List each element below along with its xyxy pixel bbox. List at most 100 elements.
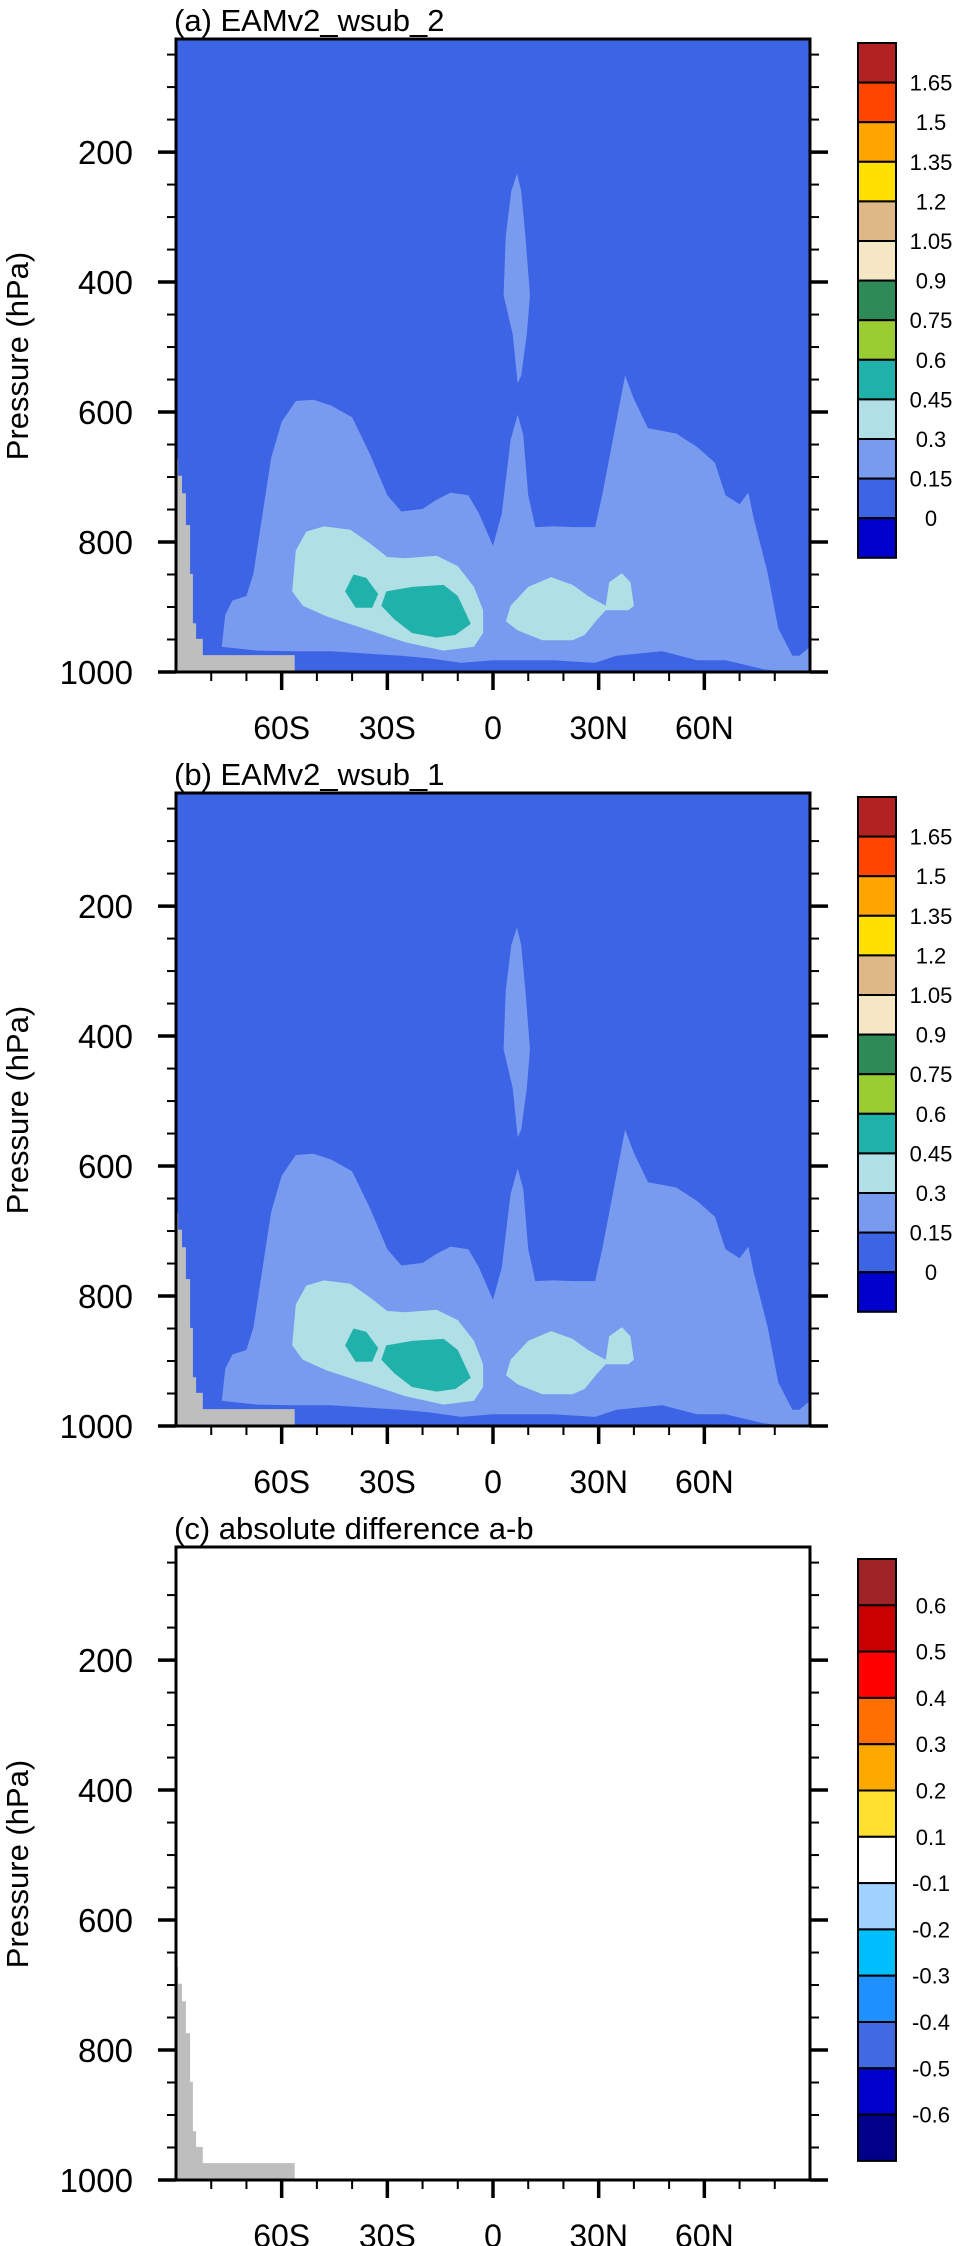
colorbar-label: 0.3 [916, 427, 947, 452]
colorbar-box [857, 200, 897, 242]
contour-fill-0_3 [506, 573, 634, 641]
panel-title: (a) EAMv2_wsub_2 [174, 3, 445, 38]
x-tick-label: 30N [569, 2218, 628, 2246]
colorbar-label: 1.65 [910, 825, 953, 850]
colorbar-box [857, 1231, 897, 1274]
x-tick-label: 60S [253, 1464, 310, 1500]
contour-fill-0_45 [345, 1328, 379, 1362]
colorbar-label: 0.15 [910, 1221, 953, 1246]
colorbar-label: -0.1 [912, 1871, 950, 1896]
contour-fill-0_45 [381, 1338, 471, 1392]
colorbar-label: 1.35 [910, 150, 953, 175]
colorbar-label: 0.45 [910, 1141, 953, 1166]
colorbar-label: -0.3 [912, 1964, 950, 1989]
colorbar-box [857, 160, 897, 203]
y-tick-label: 800 [78, 2032, 133, 2069]
colorbar-label: 0.9 [916, 269, 947, 294]
y-tick-label: 400 [78, 264, 133, 301]
y-tick-label: 600 [78, 1902, 133, 1939]
colorbar: 1.65 1.5 1.35 1.2 1.05 0.9 0.75 0.6 0.45 0.3 0.15 0 [857, 42, 953, 559]
contour-fill-0_45 [345, 574, 379, 608]
colorbar-label: -0.5 [912, 2056, 950, 2081]
x-tick-label: 60N [675, 1464, 734, 1500]
contour-fill-0_15 [503, 173, 530, 384]
plot-area [176, 793, 810, 1426]
contour-fill-0_45 [381, 584, 471, 638]
colorbar-label: 0 [925, 506, 937, 531]
colorbar-box [857, 1974, 897, 2023]
colorbar-label: 0.6 [916, 348, 947, 373]
panel-b: 200 400 600 800 1000 60S 30S 0 30N 60N (b) EAMv2_w… [0, 757, 952, 1500]
missing-data-terrain [176, 1212, 295, 1426]
colorbar-box [857, 875, 897, 917]
colorbar-box [857, 477, 897, 520]
y-tick-label: 600 [78, 394, 133, 431]
colorbar-box [857, 358, 897, 401]
colorbar-box [857, 1650, 897, 1699]
panel-title: (c) absolute difference a-b [174, 1511, 534, 1546]
colorbar-label: 1.5 [916, 110, 947, 135]
colorbar-box [857, 1696, 897, 1746]
colorbar-label: 1.2 [916, 189, 947, 214]
colorbar-box [857, 1152, 897, 1195]
y-tick-label: 200 [78, 1642, 133, 1679]
colorbar-box [857, 1743, 897, 1792]
colorbar-label: 0.4 [916, 1686, 947, 1711]
y-tick-label: 400 [78, 1018, 133, 1055]
y-tick-label: 400 [78, 1772, 133, 1809]
colorbar-label: 1.35 [910, 904, 953, 929]
panel-title: (b) EAMv2_wsub_1 [174, 757, 445, 792]
colorbar-box [857, 994, 897, 1036]
missing-data-terrain [176, 458, 295, 672]
colorbar-label: -0.6 [912, 2103, 950, 2128]
panel-c: 200 400 600 800 1000 60S 30S 0 30N 60N (c) absolut… [0, 1511, 950, 2246]
colorbar-box [857, 517, 897, 559]
colorbar-box [857, 2067, 897, 2116]
colorbar-box [857, 438, 897, 480]
colorbar-box [857, 2021, 897, 2070]
colorbar-box [857, 240, 897, 282]
colorbar-label: 0.2 [916, 1779, 947, 1804]
colorbar: 0.6 0.5 0.4 0.3 0.2 0.1 -0.1 -0.2 -0.3 -0.4 -0.5 -0… [857, 1558, 950, 2162]
y-tick-label: 1000 [60, 2162, 133, 2199]
colorbar-label: 0.15 [910, 467, 953, 492]
colorbar: 1.65 1.5 1.35 1.2 1.05 0.9 0.75 0.6 0.45 0.3 0.15 0 [857, 796, 953, 1313]
colorbar-label: 0.75 [910, 308, 953, 333]
y-tick-label: 600 [78, 1148, 133, 1185]
colorbar-label: 0.5 [916, 1640, 947, 1665]
colorbar-box [857, 2113, 897, 2162]
plot-area [176, 1547, 810, 2180]
colorbar-box [857, 1928, 897, 1977]
colorbar-label: 1.65 [910, 71, 953, 96]
colorbar-label: -0.4 [912, 2010, 950, 2035]
colorbar-label: 0.3 [916, 1732, 947, 1757]
colorbar-box [857, 835, 897, 878]
colorbar-label: 1.2 [916, 943, 947, 968]
x-tick-label: 0 [484, 1464, 502, 1500]
colorbar-box [857, 1558, 897, 1607]
panel-a: 200 400 600 800 1000 60S 30S 0 30N 60N (a) EAMv2_w… [0, 3, 952, 746]
colorbar-box [857, 1073, 897, 1115]
y-tick-label: 1000 [60, 1408, 133, 1445]
y-tick-label: 200 [78, 134, 133, 171]
y-tick-label: 1000 [60, 654, 133, 691]
contour-fill-0_15 [503, 927, 530, 1138]
x-tick-label: 60S [253, 710, 310, 746]
colorbar-box [857, 1835, 897, 1885]
x-tick-label: 60S [253, 2218, 310, 2246]
colorbar-box [857, 121, 897, 163]
colorbar-box [857, 914, 897, 957]
colorbar-box [857, 81, 897, 124]
y-tick-label: 200 [78, 888, 133, 925]
colorbar-box [857, 398, 897, 440]
colorbar-box [857, 42, 897, 84]
x-tick-label: 30N [569, 1464, 628, 1500]
x-tick-label: 30N [569, 710, 628, 746]
x-tick-label: 30S [359, 710, 416, 746]
colorbar-label: 0.45 [910, 387, 953, 412]
plot-area [176, 39, 810, 672]
colorbar-box [857, 1192, 897, 1234]
missing-data-terrain [176, 1966, 295, 2180]
x-tick-label: 60N [675, 710, 734, 746]
